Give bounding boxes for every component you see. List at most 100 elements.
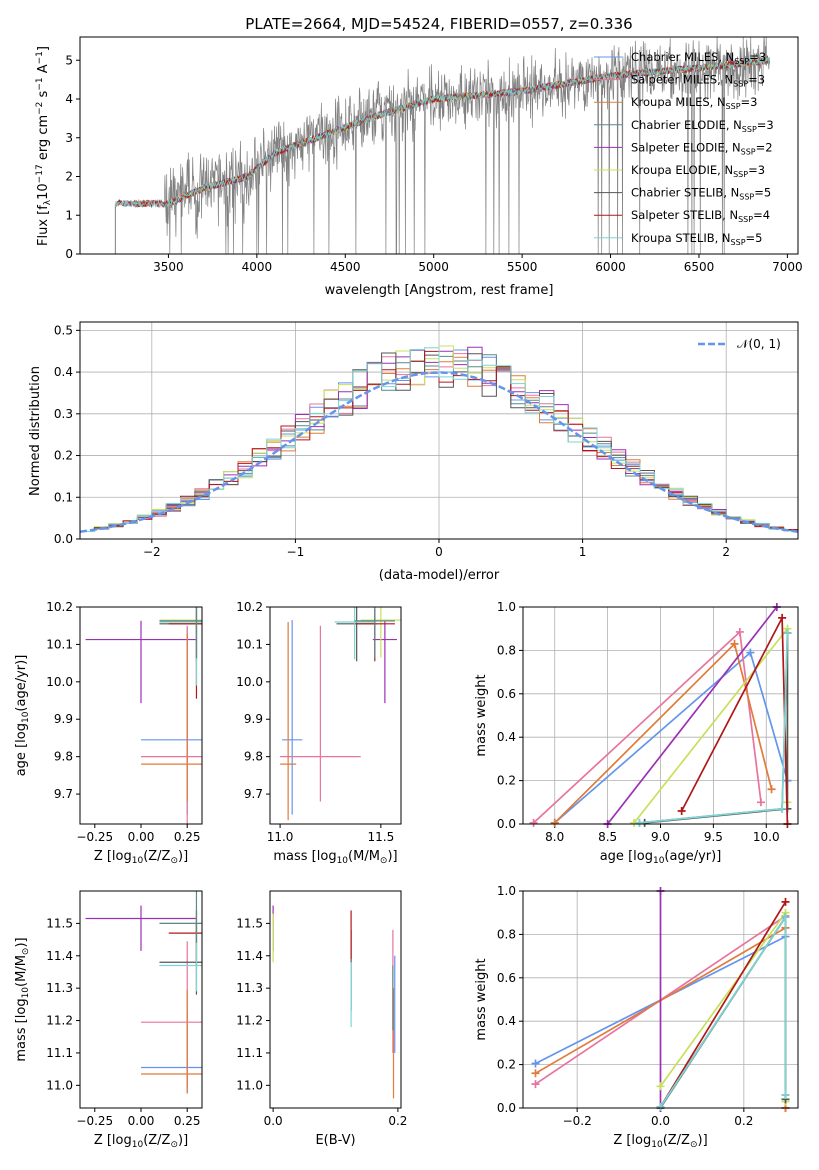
x-tick-label: 4500 — [330, 260, 361, 274]
y-tick-label: 2 — [65, 170, 73, 184]
age_vs_Z-panel: −0.25 0.00 0.25 9.7 9.8 9.9 10.0 10.1 10.2 Z [log… — [14, 600, 203, 866]
y-tick-label: 0.8 — [497, 643, 516, 657]
legend-entry: Salpeter STELIB, NSSP=4 — [631, 208, 770, 224]
legend-entry: Chabrier MILES, NSSP=3 — [631, 50, 766, 66]
residuals-ylabel: Normed distribution — [28, 366, 43, 496]
y-tick-label: 0.8 — [497, 927, 516, 941]
weight-marker — [778, 804, 787, 813]
y-tick-label: 11.4 — [46, 949, 73, 963]
y-tick-label: 11.0 — [46, 1078, 73, 1092]
y-tick-label: 0.0 — [497, 817, 516, 831]
y-tick-label: 0.2 — [54, 449, 73, 463]
y-tick-label: 0.4 — [497, 1014, 516, 1028]
x-tick-label: 3500 — [153, 260, 184, 274]
x-tick-label: 0.0 — [651, 1114, 670, 1128]
x-tick-label: 7000 — [772, 260, 803, 274]
y-tick-label: 9.8 — [244, 750, 263, 764]
weight-series — [659, 910, 787, 1102]
y-tick-label: 1.0 — [497, 884, 516, 898]
weight_vs_Z-panel: −0.2 0.0 0.2 0.0 0.2 0.4 0.6 0.8 1.0 Z [log10(Z/Z… — [474, 884, 799, 1150]
x-tick-label: 6000 — [595, 260, 626, 274]
y-tick-label: 9.7 — [54, 787, 73, 801]
weight-marker — [730, 639, 739, 648]
x-tick-label: −0.2 — [563, 1114, 592, 1128]
y-tick-label: 0.5 — [54, 323, 73, 337]
weight-marker — [550, 818, 559, 827]
weight-series — [533, 630, 762, 824]
y-tick-label: 11.2 — [46, 1014, 73, 1028]
y-tick-label: 1.0 — [497, 600, 516, 614]
y-tick-label: 11.2 — [236, 1014, 263, 1028]
weight-marker — [529, 818, 538, 827]
x-tick-label: 6500 — [684, 260, 715, 274]
x-tick-label: 11.0 — [267, 830, 294, 844]
gaussian-legend-label: 𝒩(0, 1) — [737, 337, 781, 351]
y-tick-label: 9.7 — [244, 787, 263, 801]
y-tick-label: 9.9 — [244, 712, 263, 726]
x-tick-label: 1 — [579, 545, 587, 559]
x-tick-label: 8.5 — [598, 830, 617, 844]
weight-series — [659, 914, 787, 1108]
weight-marker — [635, 818, 644, 827]
y-tick-label: 0.1 — [54, 490, 73, 504]
svg-text:Flux [fλ10−17 erg cm−2 s−1 A−1: Flux [fλ10−17 erg cm−2 s−1 A−1] — [35, 46, 53, 246]
y-tick-label: 11.0 — [236, 1078, 263, 1092]
y-tick-label: 11.1 — [46, 1046, 73, 1060]
x-tick-label: 11.5 — [367, 830, 394, 844]
weight-marker — [746, 648, 755, 657]
x-tick-label: 0.2 — [388, 1114, 407, 1128]
axis-label: mass weight — [474, 674, 489, 756]
x-tick-label: 9.5 — [704, 830, 723, 844]
axis-label: age [log10(age/yr)] — [600, 849, 722, 866]
legend-entry: Kroupa STELIB, NSSP=5 — [631, 231, 762, 247]
legend-entry: Salpeter ELODIE, NSSP=2 — [631, 140, 773, 156]
axis-label: Z [log10(Z/Z⊙)] — [613, 1133, 707, 1150]
x-tick-label: −1 — [287, 545, 305, 559]
residual-histogram — [80, 347, 798, 532]
y-tick-label: 0.6 — [497, 971, 516, 985]
weight-marker — [735, 627, 744, 636]
weight-series — [606, 606, 778, 825]
weight-marker — [656, 1102, 665, 1111]
legend-entry: Kroupa ELODIE, NSSP=3 — [631, 163, 765, 179]
residuals-xlabel: (data-model)/error — [379, 568, 500, 583]
weight-marker — [656, 1082, 665, 1091]
y-tick-label: 11.4 — [236, 949, 263, 963]
axis-label: mass weight — [474, 958, 489, 1040]
spectrum-axes-frame — [79, 36, 799, 255]
x-tick-label: 0.0 — [264, 1114, 283, 1128]
mass_vs_ebv-panel: 0.0 0.2 11.0 11.1 11.2 11.3 11.4 11.5 E(B-V) — [236, 890, 407, 1148]
y-tick-label: 0 — [65, 247, 73, 261]
y-tick-label: 11.5 — [46, 916, 73, 930]
y-tick-label: 11.3 — [236, 981, 263, 995]
legend-entry: Kroupa MILES, NSSP=3 — [631, 95, 757, 111]
x-tick-label: 10.0 — [753, 830, 780, 844]
y-tick-label: 10.0 — [236, 675, 263, 689]
y-tick-label: 10.0 — [46, 675, 73, 689]
x-tick-label: 0.25 — [174, 1114, 201, 1128]
x-tick-label: 0.00 — [128, 1114, 155, 1128]
y-tick-label: 0.4 — [497, 730, 516, 744]
y-tick-label: 0.6 — [497, 687, 516, 701]
x-tick-label: 9.0 — [651, 830, 670, 844]
y-tick-label: 10.1 — [236, 637, 263, 651]
x-tick-label: 4000 — [242, 260, 273, 274]
model-spectrum — [115, 57, 771, 208]
y-tick-label: 9.8 — [54, 750, 73, 764]
weight-marker — [783, 629, 792, 638]
y-tick-label: 11.1 — [236, 1046, 263, 1060]
weight-marker — [778, 613, 787, 622]
y-tick-label: 0.0 — [54, 532, 73, 546]
y-tick-label: 10.1 — [46, 637, 73, 651]
x-tick-label: 0.25 — [174, 830, 201, 844]
y-tick-label: 5 — [65, 53, 73, 67]
residuals-axes-frame — [79, 321, 799, 540]
residuals-panel: −2 −1 0 1 2 0.0 0.1 0.2 0.3 0.4 0.5 (data-model)/e… — [28, 321, 799, 583]
y-tick-label: 0.3 — [54, 407, 73, 421]
mass_vs_Z-panel: −0.25 0.00 0.25 11.0 11.1 11.2 11.3 11.4 11.5 Z [… — [14, 890, 203, 1150]
y-tick-label: 4 — [65, 92, 73, 106]
axis-label: E(B-V) — [315, 1133, 355, 1148]
axis-label: Z [log10(Z/Z⊙)] — [94, 1133, 188, 1150]
x-tick-label: 5500 — [507, 260, 538, 274]
